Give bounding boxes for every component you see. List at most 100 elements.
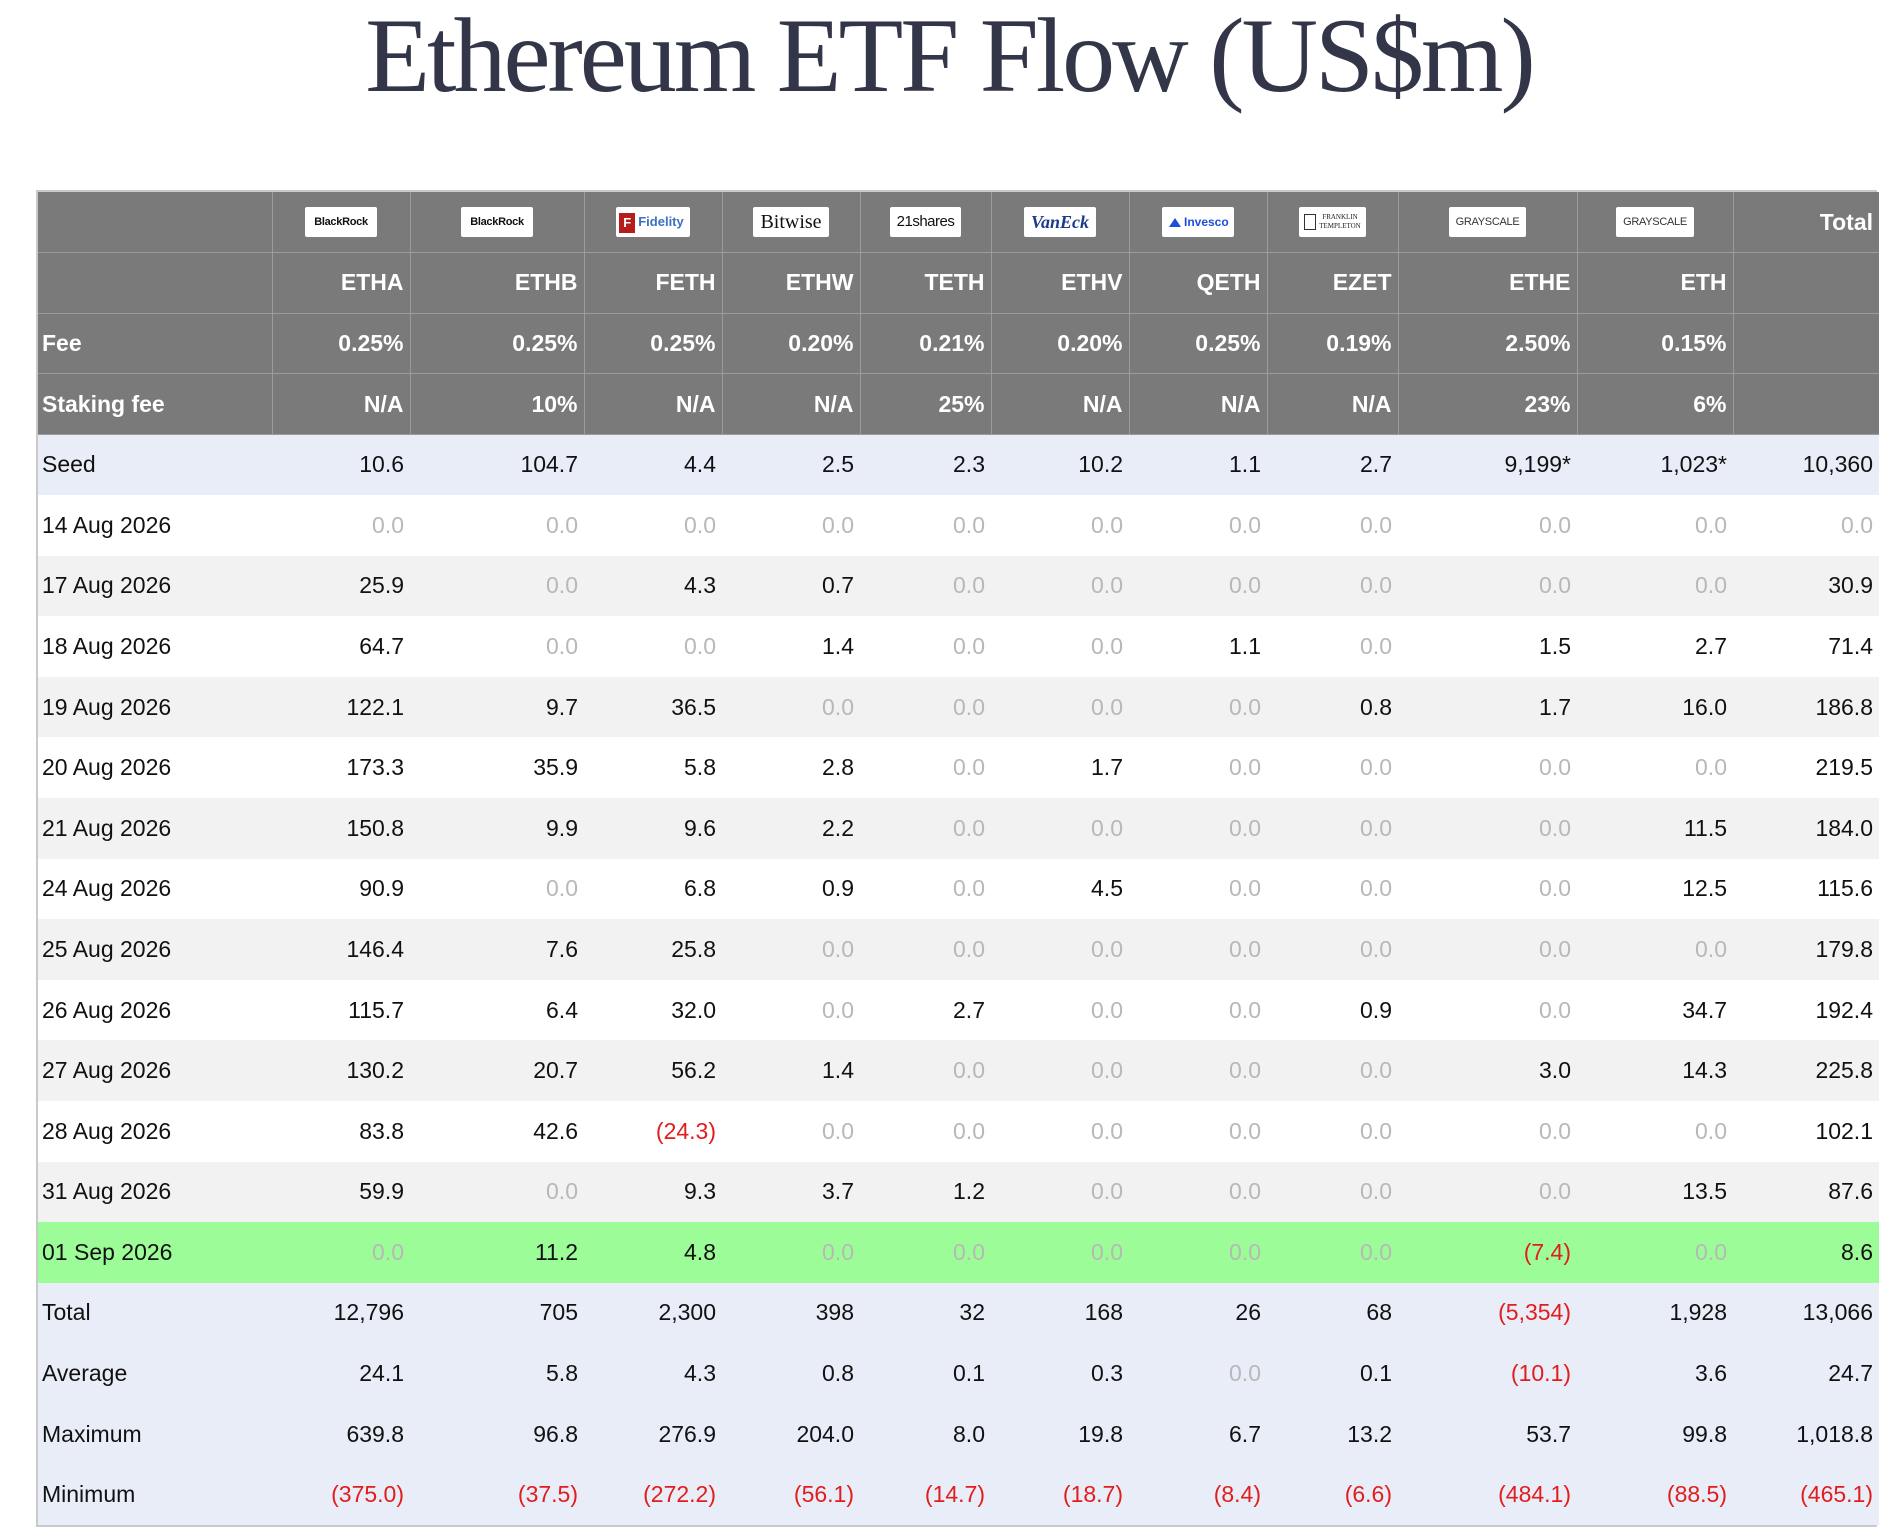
table-row: 14 Aug 2026 0.0 0.0 0.0 0.0 0.0 0.0 0.0 0.0 0.0 0.… [38,494,1879,556]
value-cell: 1.5 [1398,616,1577,677]
value-cell: 2.7 [1267,434,1398,495]
value-cell: 130.2 [272,1040,410,1101]
value-cell: 0.0 [991,919,1129,980]
issuer-cell: F Fidelity [584,192,723,254]
fee-cell: 0.25% [410,313,585,375]
issuer-logo-row: BlackRock BlackRock F Fidelity Bitwise 21… [38,192,1879,254]
value-cell: 1,018.8 [1733,1403,1879,1465]
row-date: 18 Aug 2026 [38,616,272,677]
value-cell: 0.0 [991,555,1129,617]
value-cell: 0.3 [991,1343,1129,1404]
row-date: 01 Sep 2026 [38,1222,272,1283]
franklin-logo-line1: FRANKLIN [1322,213,1358,222]
value-cell: 0.0 [722,1222,860,1283]
value-cell: 639.8 [272,1403,410,1465]
value-cell: 0.0 [1129,979,1267,1041]
issuer-cell: 21shares [860,192,992,254]
value-cell: 0.0 [1129,1100,1267,1162]
row-label: Minimum [38,1464,272,1526]
value-cell: 102.1 [1733,1100,1879,1162]
value-cell: 25.8 [584,919,722,980]
value-cell: 1.1 [1129,434,1267,495]
value-cell: 0.0 [1129,797,1267,859]
fee-cell: 0.20% [991,313,1130,375]
etf-flow-table: BlackRock BlackRock F Fidelity Bitwise 21… [38,192,1879,1526]
value-cell: 0.0 [860,1222,991,1283]
value-cell: 0.0 [1733,494,1879,556]
value-cell: 2.8 [722,737,860,798]
value-cell: 36.5 [584,676,722,738]
staking-fee-cell: N/A [1129,373,1268,435]
row-date: 20 Aug 2026 [38,737,272,798]
value-cell: 0.0 [991,1222,1129,1283]
issuer-cell: GRAYSCALE [1577,192,1734,254]
ticker-cell: ETHE [1398,252,1578,314]
corner-cell [38,252,273,314]
value-cell: 0.0 [991,1040,1129,1101]
table-body: BlackRock BlackRock F Fidelity Bitwise 21… [38,192,1879,1526]
value-cell: 0.0 [1129,555,1267,617]
row-date: 14 Aug 2026 [38,494,272,556]
table-row: 25 Aug 2026 146.4 7.6 25.8 0.0 0.0 0.0 0.0 0.0 0.… [38,919,1879,980]
value-cell: (375.0) [272,1464,410,1526]
value-cell: 0.0 [991,797,1129,859]
value-cell: 4.3 [584,1343,722,1404]
ticker-cell: ETHA [272,252,411,314]
value-cell: 179.8 [1733,919,1879,980]
value-cell: 0.0 [860,494,991,556]
fee-cell: 0.19% [1267,313,1399,375]
value-cell: 0.0 [1129,858,1267,920]
value-cell: 705 [410,1282,584,1344]
value-cell: 0.0 [860,555,991,617]
value-cell: 68 [1267,1282,1398,1344]
value-cell: 90.9 [272,858,410,920]
value-cell: 0.0 [860,858,991,920]
ticker-cell: ETH [1577,252,1734,314]
table-row: 24 Aug 2026 90.9 0.0 6.8 0.9 0.0 4.5 0.0 0.0 0.0 1… [38,858,1879,920]
row-date: 28 Aug 2026 [38,1100,272,1162]
invesco-mountain-icon [1169,218,1181,228]
value-cell: 0.0 [991,616,1129,677]
value-cell: 146.4 [272,919,410,980]
row-label: Total [38,1282,272,1344]
value-cell: 219.5 [1733,737,1879,798]
value-cell: 168 [991,1282,1129,1344]
grayscale-logo: GRAYSCALE [1448,207,1527,238]
value-cell: 2,300 [584,1282,722,1344]
table-row: 19 Aug 2026 122.1 9.7 36.5 0.0 0.0 0.0 0.0 0.8 1.… [38,676,1879,738]
value-cell: 1.1 [1129,616,1267,677]
fee-cell: 0.25% [272,313,411,375]
value-cell: 0.0 [1577,494,1733,556]
value-cell: (6.6) [1267,1464,1398,1526]
value-cell: 115.6 [1733,858,1879,920]
value-cell: (484.1) [1398,1464,1577,1526]
total-column-header: Total [1733,192,1879,254]
value-cell: 0.8 [1267,676,1398,738]
table-row: 01 Sep 2026 0.0 11.2 4.8 0.0 0.0 0.0 0.0 0.0 (7.4… [38,1222,1879,1283]
ticker-total-blank [1733,252,1879,314]
value-cell: 0.0 [1267,1100,1398,1162]
invesco-logo-text: Invesco [1184,215,1229,230]
value-cell: 96.8 [410,1403,584,1465]
issuer-cell: Invesco [1129,192,1268,254]
value-cell: 0.0 [1398,919,1577,980]
value-cell: 4.5 [991,858,1129,920]
ticker-cell: QETH [1129,252,1268,314]
value-cell: 0.0 [272,494,410,556]
table-row: 31 Aug 2026 59.9 0.0 9.3 3.7 1.2 0.0 0.0 0.0 0.0 1… [38,1161,1879,1223]
fee-total-blank [1733,313,1879,375]
value-cell: 19.8 [991,1403,1129,1465]
row-date: 24 Aug 2026 [38,858,272,920]
value-cell: 0.0 [860,676,991,738]
value-cell: 115.7 [272,979,410,1041]
issuer-cell: BlackRock [272,192,411,254]
value-cell: 56.2 [584,1040,722,1101]
staking-fee-cell: 10% [410,373,585,435]
value-cell: 0.0 [1129,919,1267,980]
ticker-cell: ETHB [410,252,585,314]
fee-cell: 0.21% [860,313,992,375]
value-cell: 0.0 [722,1100,860,1162]
staking-fee-cell: 25% [860,373,992,435]
value-cell: 0.0 [1398,737,1577,798]
seed-row: Seed 10.6 104.7 4.4 2.5 2.3 10.2 1.1 2.7 9,199* 1,… [38,434,1879,495]
